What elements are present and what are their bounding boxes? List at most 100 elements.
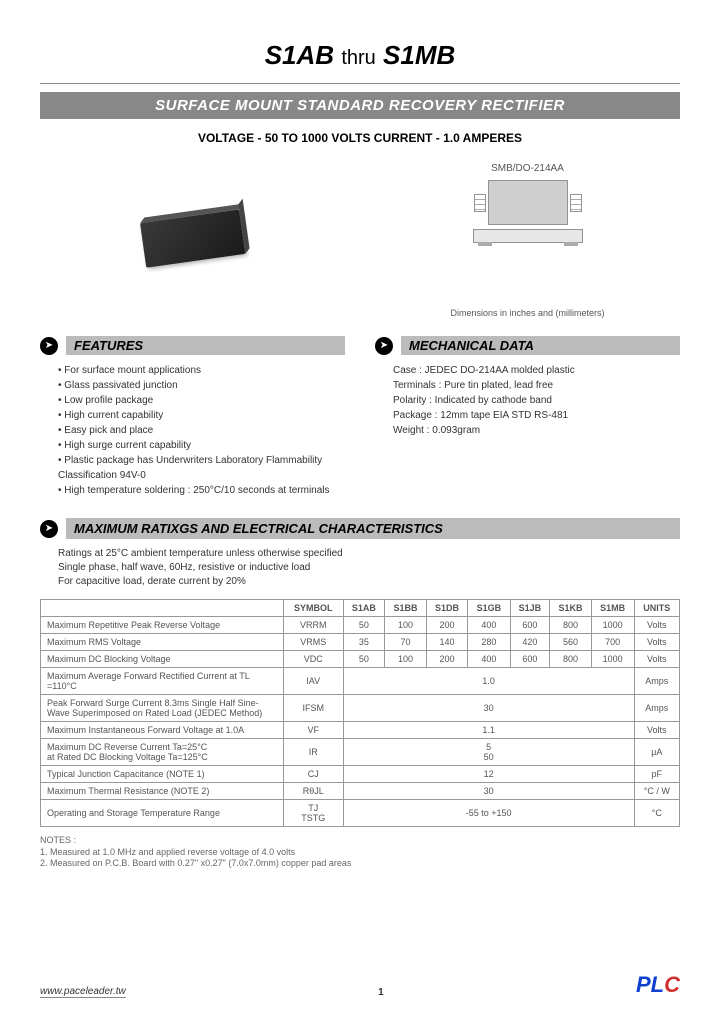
table-header-row: SYMBOLS1ABS1BBS1DBS1GBS1JBS1KBS1MBUNITS [41, 600, 680, 617]
value-cell: 70 [385, 634, 427, 651]
mechanical-header: ➤ MECHANICAL DATA [375, 336, 680, 355]
value-cell: 420 [510, 634, 550, 651]
title: S1AB thru S1MB [40, 40, 680, 71]
dimension-note: Dimensions in inches and (millimeters) [375, 308, 680, 318]
feature-item: For surface mount applications [58, 363, 345, 378]
max-ratings-title: MAXIMUM RATIXGS AND ELECTRICAL CHARACTER… [66, 518, 680, 539]
unit-cell: Volts [634, 617, 679, 634]
table-header: SYMBOL [283, 600, 343, 617]
symbol-cell: VF [283, 722, 343, 739]
datasheet-page: S1AB thru S1MB SURFACE MOUNT STANDARD RE… [0, 0, 720, 1012]
feature-item: High current capability [58, 408, 345, 423]
value-cell: 200 [426, 651, 468, 668]
span-value-cell: -55 to +150 [343, 800, 634, 827]
subtitle-band: SURFACE MOUNT STANDARD RECOVERY RECTIFIE… [40, 92, 680, 119]
value-cell: 700 [591, 634, 634, 651]
mechanical-line: Weight : 0.093gram [393, 423, 680, 438]
footer: www.paceleader.tw 1 PLC [40, 972, 680, 998]
logo: PLC [636, 972, 680, 998]
features-header: ➤ FEATURES [40, 336, 345, 355]
symbol-cell: CJ [283, 766, 343, 783]
value-cell: 800 [550, 651, 592, 668]
footer-url: www.paceleader.tw [40, 986, 126, 998]
title-mid: thru [341, 47, 375, 69]
value-cell: 600 [510, 651, 550, 668]
symbol-cell: RθJL [283, 783, 343, 800]
param-cell: Maximum Thermal Resistance (NOTE 2) [41, 783, 284, 800]
value-cell: 400 [468, 651, 510, 668]
span-value-cell: 30 [343, 783, 634, 800]
unit-cell: Amps [634, 668, 679, 695]
logo-l: L [651, 972, 664, 997]
technical-drawing [375, 180, 680, 300]
table-header: S1DB [426, 600, 468, 617]
table-row: Peak Forward Surge Current 8.3ms Single … [41, 695, 680, 722]
note-line: 1. Measured at 1.0 MHz and applied rever… [40, 847, 680, 859]
symbol-cell: VDC [283, 651, 343, 668]
feature-item: Glass passivated junction [58, 378, 345, 393]
arrow-icon: ➤ [40, 337, 58, 355]
features-column: ➤ FEATURES For surface mount application… [40, 336, 345, 498]
mechanical-line: Case : JEDEC DO-214AA molded plastic [393, 363, 680, 378]
feature-item: High surge current capability [58, 438, 345, 453]
feature-item: High temperature soldering : 250°C/10 se… [58, 483, 345, 498]
features-title: FEATURES [66, 336, 345, 355]
intro-line: Single phase, half wave, 60Hz, resistive… [58, 561, 680, 575]
mechanical-column: ➤ MECHANICAL DATA Case : JEDEC DO-214AA … [375, 336, 680, 498]
table-row: Maximum Average Forward Rectified Curren… [41, 668, 680, 695]
component-visual [40, 163, 345, 318]
table-row: Typical Junction Capacitance (NOTE 1)CJ1… [41, 766, 680, 783]
value-cell: 1000 [591, 617, 634, 634]
value-cell: 280 [468, 634, 510, 651]
table-row: Maximum Repetitive Peak Reverse Voltage V… [41, 617, 680, 634]
span-value-cell: 12 [343, 766, 634, 783]
unit-cell: °C / W [634, 783, 679, 800]
mechanical-title: MECHANICAL DATA [401, 336, 680, 355]
arrow-icon: ➤ [40, 520, 58, 538]
value-cell: 800 [550, 617, 592, 634]
unit-cell: pF [634, 766, 679, 783]
features-list: For surface mount applicationsGlass pass… [40, 363, 345, 498]
param-cell: Maximum Repetitive Peak Reverse Voltage [41, 617, 284, 634]
param-cell: Maximum Instantaneous Forward Voltage at… [41, 722, 284, 739]
max-ratings-header: ➤ MAXIMUM RATIXGS AND ELECTRICAL CHARACT… [40, 518, 680, 539]
arrow-icon: ➤ [375, 337, 393, 355]
specs-line: VOLTAGE - 50 TO 1000 VOLTS CURRENT - 1.0… [40, 131, 680, 145]
page-number: 1 [126, 987, 636, 998]
table-header: S1GB [468, 600, 510, 617]
table-row: Maximum RMS VoltageVRMS35701402804205607… [41, 634, 680, 651]
value-cell: 560 [550, 634, 592, 651]
param-cell: Peak Forward Surge Current 8.3ms Single … [41, 695, 284, 722]
feature-item: Easy pick and place [58, 423, 345, 438]
package-label: SMB/DO-214AA [375, 163, 680, 174]
table-header: UNITS [634, 600, 679, 617]
value-cell: 50 [343, 617, 385, 634]
param-cell: Maximum DC Reverse Current Ta=25°C at Ra… [41, 739, 284, 766]
table-header: S1AB [343, 600, 385, 617]
param-cell: Maximum RMS Voltage [41, 634, 284, 651]
value-cell: 100 [385, 651, 427, 668]
mechanical-line: Polarity : Indicated by cathode band [393, 393, 680, 408]
value-cell: 35 [343, 634, 385, 651]
value-cell: 140 [426, 634, 468, 651]
mechanical-line: Terminals : Pure tin plated, lead free [393, 378, 680, 393]
title-prefix: S1AB [265, 40, 334, 70]
value-cell: 600 [510, 617, 550, 634]
value-cell: 1000 [591, 651, 634, 668]
features-mechanical-row: ➤ FEATURES For surface mount application… [40, 336, 680, 498]
unit-cell: °C [634, 800, 679, 827]
value-cell: 400 [468, 617, 510, 634]
logo-c: C [664, 972, 680, 997]
span-value-cell: 1.1 [343, 722, 634, 739]
divider [40, 83, 680, 84]
intro-line: For capacitive load, derate current by 2… [58, 575, 680, 589]
table-body: Maximum Repetitive Peak Reverse Voltage V… [41, 617, 680, 827]
span-value-cell: 5 50 [343, 739, 634, 766]
param-cell: Maximum DC Blocking Voltage [41, 651, 284, 668]
feature-item: Low profile package [58, 393, 345, 408]
logo-p: P [636, 972, 651, 997]
table-header: S1BB [385, 600, 427, 617]
value-cell: 100 [385, 617, 427, 634]
note-line: 2. Measured on P.C.B. Board with 0.27" x… [40, 858, 680, 870]
mechanical-data: Case : JEDEC DO-214AA molded plasticTerm… [375, 363, 680, 438]
